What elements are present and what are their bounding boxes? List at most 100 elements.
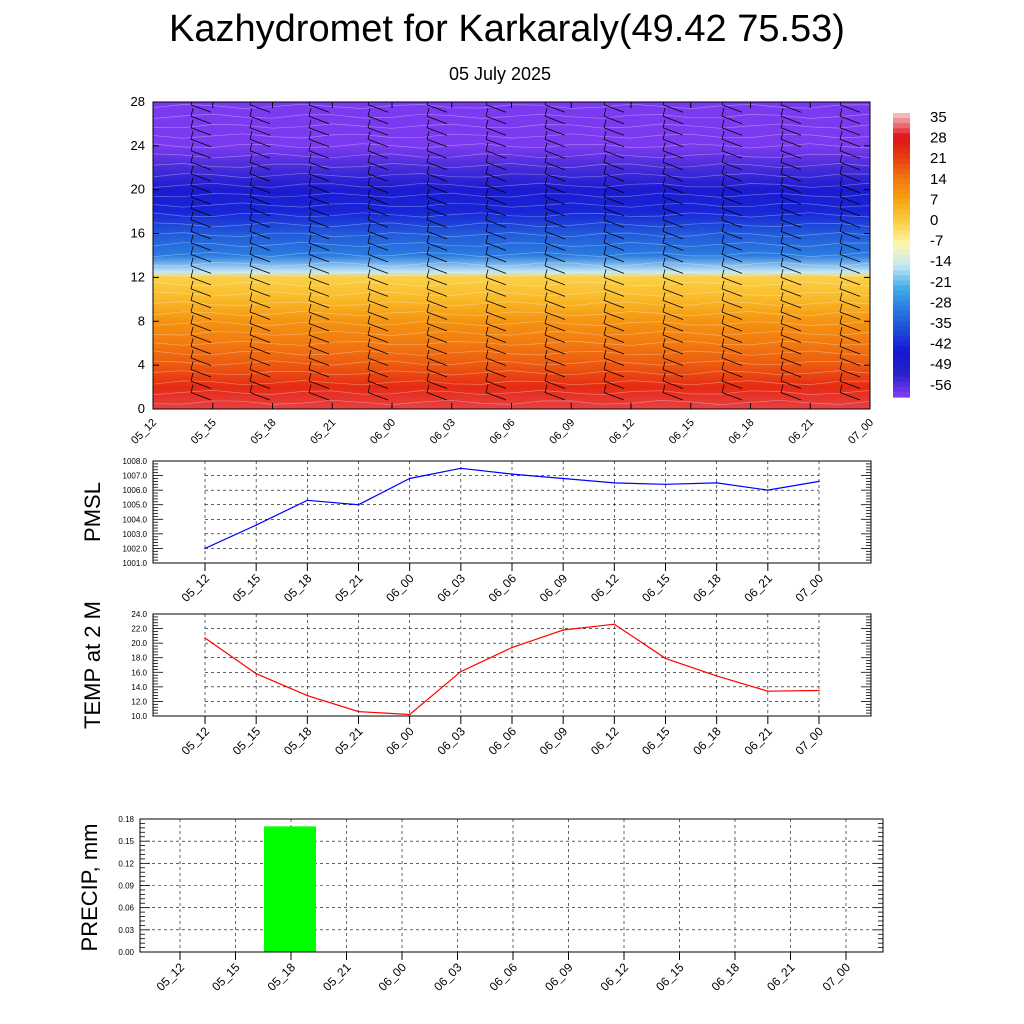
wind-barb-flag bbox=[308, 102, 311, 105]
y-axis-label: TEMP at 2 M bbox=[80, 601, 105, 729]
colorbar-band bbox=[893, 361, 910, 368]
wind-barb bbox=[367, 357, 389, 366]
wind-barb bbox=[249, 104, 271, 113]
wind-barb-flag bbox=[485, 142, 489, 151]
wind-barb bbox=[485, 334, 507, 343]
wind-barb bbox=[839, 161, 861, 171]
wind-barb-flag bbox=[249, 223, 253, 232]
colorbar-band bbox=[893, 204, 910, 210]
wind-barb bbox=[839, 311, 861, 320]
wind-barb-flag bbox=[485, 154, 489, 163]
colorbar-label: -35 bbox=[930, 315, 952, 332]
data-point bbox=[255, 672, 257, 675]
wind-barb bbox=[839, 254, 861, 263]
wind-barb bbox=[249, 288, 271, 297]
wind-barb bbox=[603, 138, 625, 148]
y-tick-label: 1006.0 bbox=[123, 486, 148, 495]
wind-barb-flag bbox=[603, 108, 607, 117]
wind-barb-flag bbox=[544, 211, 548, 220]
wind-barb-flag bbox=[544, 188, 548, 197]
precip-chart: 0.00 0.03 0.06 0.09 0.12 0.15 0.18 05_12 05_15 05… bbox=[77, 815, 884, 994]
contour-line bbox=[153, 311, 870, 317]
wind-barb-flag bbox=[308, 165, 312, 174]
x-tick-label: 05_18 bbox=[265, 960, 299, 994]
wind-barb-flag bbox=[839, 384, 843, 393]
colorbar-band bbox=[893, 371, 910, 378]
wind-barb bbox=[839, 127, 861, 136]
wind-barb-flag bbox=[308, 361, 312, 370]
wind-barb-flag bbox=[485, 257, 489, 266]
contour-line bbox=[153, 360, 870, 366]
wind-barb bbox=[367, 311, 389, 320]
wind-barb bbox=[839, 369, 861, 378]
x-tick-label: 05_15 bbox=[189, 417, 219, 447]
wind-barb bbox=[662, 196, 684, 205]
wind-barb-flag bbox=[485, 246, 489, 255]
contour-line bbox=[153, 390, 870, 396]
y-axis-label: PMSL bbox=[80, 482, 105, 542]
colorbar-band bbox=[893, 326, 910, 332]
wind-barb-flag bbox=[603, 234, 607, 243]
colorbar-band bbox=[893, 113, 910, 119]
wind-barb bbox=[603, 150, 625, 159]
y-tick-label: 16 bbox=[131, 226, 145, 241]
colorbar-band bbox=[893, 351, 910, 358]
y-tick-label: 1001.0 bbox=[123, 559, 148, 568]
colorbar-label: -42 bbox=[930, 336, 952, 353]
x-tick-label: 06_21 bbox=[786, 417, 816, 447]
wind-barb-flag bbox=[367, 154, 371, 163]
wind-barb-flag bbox=[544, 292, 548, 301]
wind-barb bbox=[544, 254, 566, 263]
wind-barb-flag bbox=[308, 200, 312, 209]
wind-barb bbox=[780, 288, 802, 297]
wind-barb-flag bbox=[485, 188, 489, 197]
pmsl-chart: 1001.0 1002.0 1003.0 1004.0 1005.0 1006.0 1007… bbox=[80, 457, 872, 605]
colorbar-label: -56 bbox=[930, 377, 952, 394]
colorbar-label: 21 bbox=[930, 150, 947, 167]
wind-barb-flag bbox=[780, 246, 784, 255]
colorbar-band bbox=[893, 391, 910, 398]
wind-barb bbox=[190, 184, 212, 194]
wind-barb-flag bbox=[367, 142, 371, 151]
wind-barb-flag bbox=[485, 315, 489, 324]
wind-barb-flag bbox=[249, 292, 253, 301]
wind-barb bbox=[485, 184, 507, 194]
wind-barb-flag bbox=[249, 234, 253, 243]
wind-barb-flag bbox=[662, 303, 666, 313]
wind-barb-flag bbox=[721, 246, 725, 255]
wind-barb bbox=[662, 311, 684, 320]
wind-barb bbox=[426, 219, 448, 228]
wind-barb bbox=[603, 184, 625, 194]
data-point bbox=[664, 657, 667, 660]
wind-barb bbox=[721, 104, 743, 113]
x-tick-label: 05_12 bbox=[179, 571, 213, 605]
temp-2m-chart: 10.0 12.0 14.0 16.0 18.0 20.0 22.0 24.0 05_12 05_… bbox=[80, 601, 872, 758]
wind-barb-flag bbox=[426, 142, 430, 151]
y-tick-label: 0 bbox=[138, 401, 145, 416]
wind-barb-flag bbox=[721, 234, 725, 243]
wind-barb bbox=[190, 242, 212, 251]
wind-barb-flag bbox=[308, 269, 312, 278]
wind-barb-flag bbox=[780, 326, 784, 336]
wind-barb bbox=[249, 196, 271, 205]
colorbar-band bbox=[893, 219, 910, 226]
wind-barb-flag bbox=[662, 102, 665, 105]
wind-barb bbox=[603, 300, 625, 309]
wind-barb bbox=[249, 242, 271, 251]
wind-barb bbox=[426, 277, 448, 286]
wind-barb bbox=[308, 196, 330, 205]
wind-barb bbox=[190, 230, 212, 240]
wind-barb bbox=[426, 207, 448, 217]
wind-barb-flag bbox=[721, 154, 725, 163]
wind-barb bbox=[308, 288, 330, 297]
wind-barb bbox=[485, 127, 507, 136]
wind-barb bbox=[426, 196, 448, 205]
wind-barb bbox=[485, 311, 507, 320]
wind-barb bbox=[190, 138, 212, 148]
wind-barb-flag bbox=[721, 188, 725, 197]
wind-barb-flag bbox=[544, 315, 548, 324]
wind-barb-flag bbox=[544, 223, 548, 232]
wind-barb-flag bbox=[367, 108, 371, 117]
wind-barb bbox=[662, 392, 684, 401]
